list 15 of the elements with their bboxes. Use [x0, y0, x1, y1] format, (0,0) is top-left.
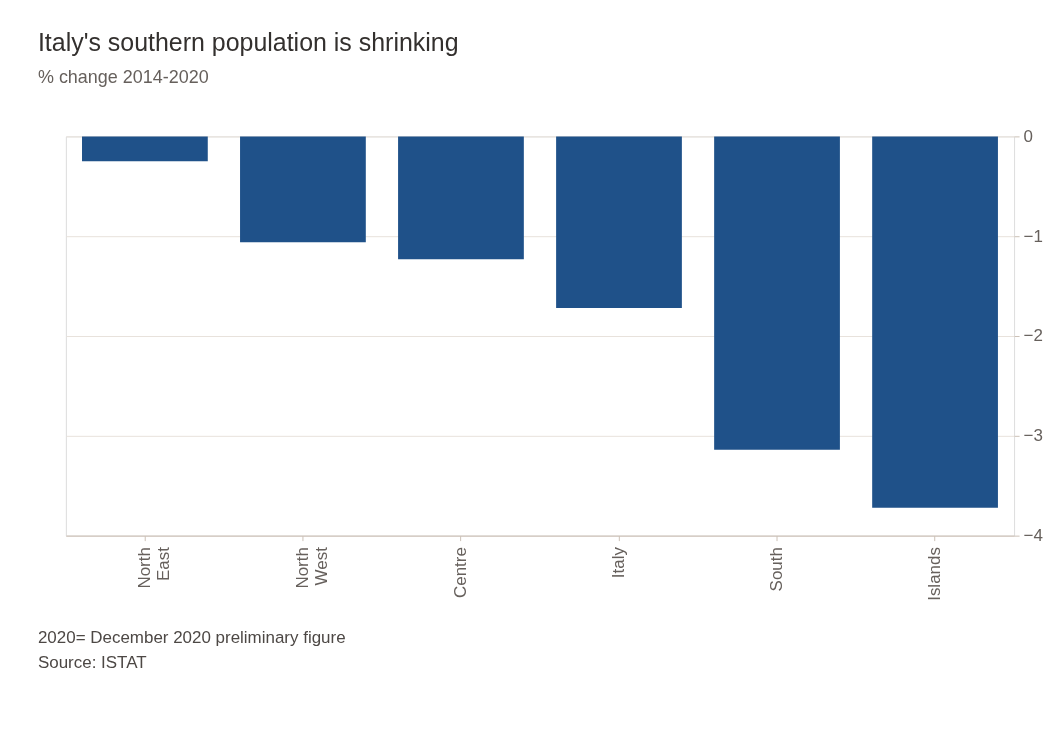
y-tick-label: −4 — [1023, 526, 1043, 546]
y-tick-label: −2 — [1023, 326, 1043, 346]
x-tick-label: Centre — [450, 547, 470, 598]
x-tick-label: North East — [134, 546, 173, 589]
x-tick-label: Islands — [925, 547, 945, 601]
x-tick-label: Italy — [608, 546, 628, 579]
y-tick-label: −3 — [1023, 426, 1043, 446]
source-note: Source: ISTAT — [37, 653, 147, 673]
y-tick-label: −1 — [1023, 226, 1043, 246]
y-tick-label: 0 — [1023, 126, 1033, 146]
x-tick-label: North West — [292, 546, 331, 589]
chart-subtitle: % change 2014-2020 — [37, 67, 209, 88]
chart-title: Italy's southern population is shrinking — [37, 27, 459, 56]
text: 2020= December 2020 preliminary figure — [37, 628, 346, 648]
x-tick-label: South — [767, 547, 787, 592]
